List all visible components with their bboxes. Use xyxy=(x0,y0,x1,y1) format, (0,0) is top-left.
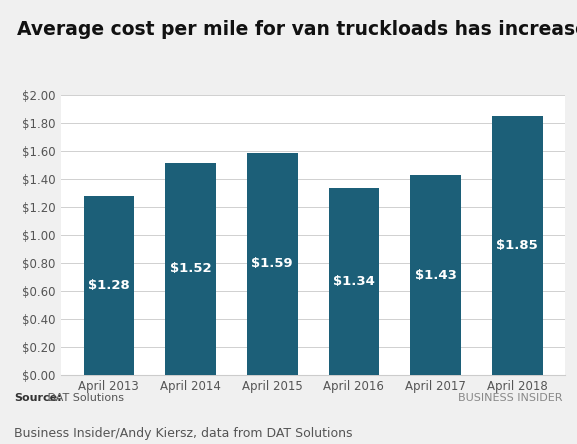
Text: $1.34: $1.34 xyxy=(333,275,375,288)
Text: Business Insider/Andy Kiersz, data from DAT Solutions: Business Insider/Andy Kiersz, data from … xyxy=(14,427,353,440)
Bar xyxy=(492,116,542,375)
Text: Source:: Source: xyxy=(14,393,62,404)
Bar xyxy=(247,153,298,375)
Bar xyxy=(410,175,461,375)
Bar xyxy=(328,188,379,375)
Text: Average cost per mile for van truckloads has increased by 45%: Average cost per mile for van truckloads… xyxy=(17,20,577,39)
Text: $1.43: $1.43 xyxy=(415,269,456,281)
Text: $1.52: $1.52 xyxy=(170,262,211,275)
Text: DAT Solutions: DAT Solutions xyxy=(44,393,125,404)
Text: $1.59: $1.59 xyxy=(252,258,293,270)
Text: BUSINESS INSIDER: BUSINESS INSIDER xyxy=(458,393,563,404)
Bar xyxy=(165,163,216,375)
Text: $1.28: $1.28 xyxy=(88,279,130,292)
Bar xyxy=(84,196,134,375)
Text: $1.85: $1.85 xyxy=(496,239,538,252)
